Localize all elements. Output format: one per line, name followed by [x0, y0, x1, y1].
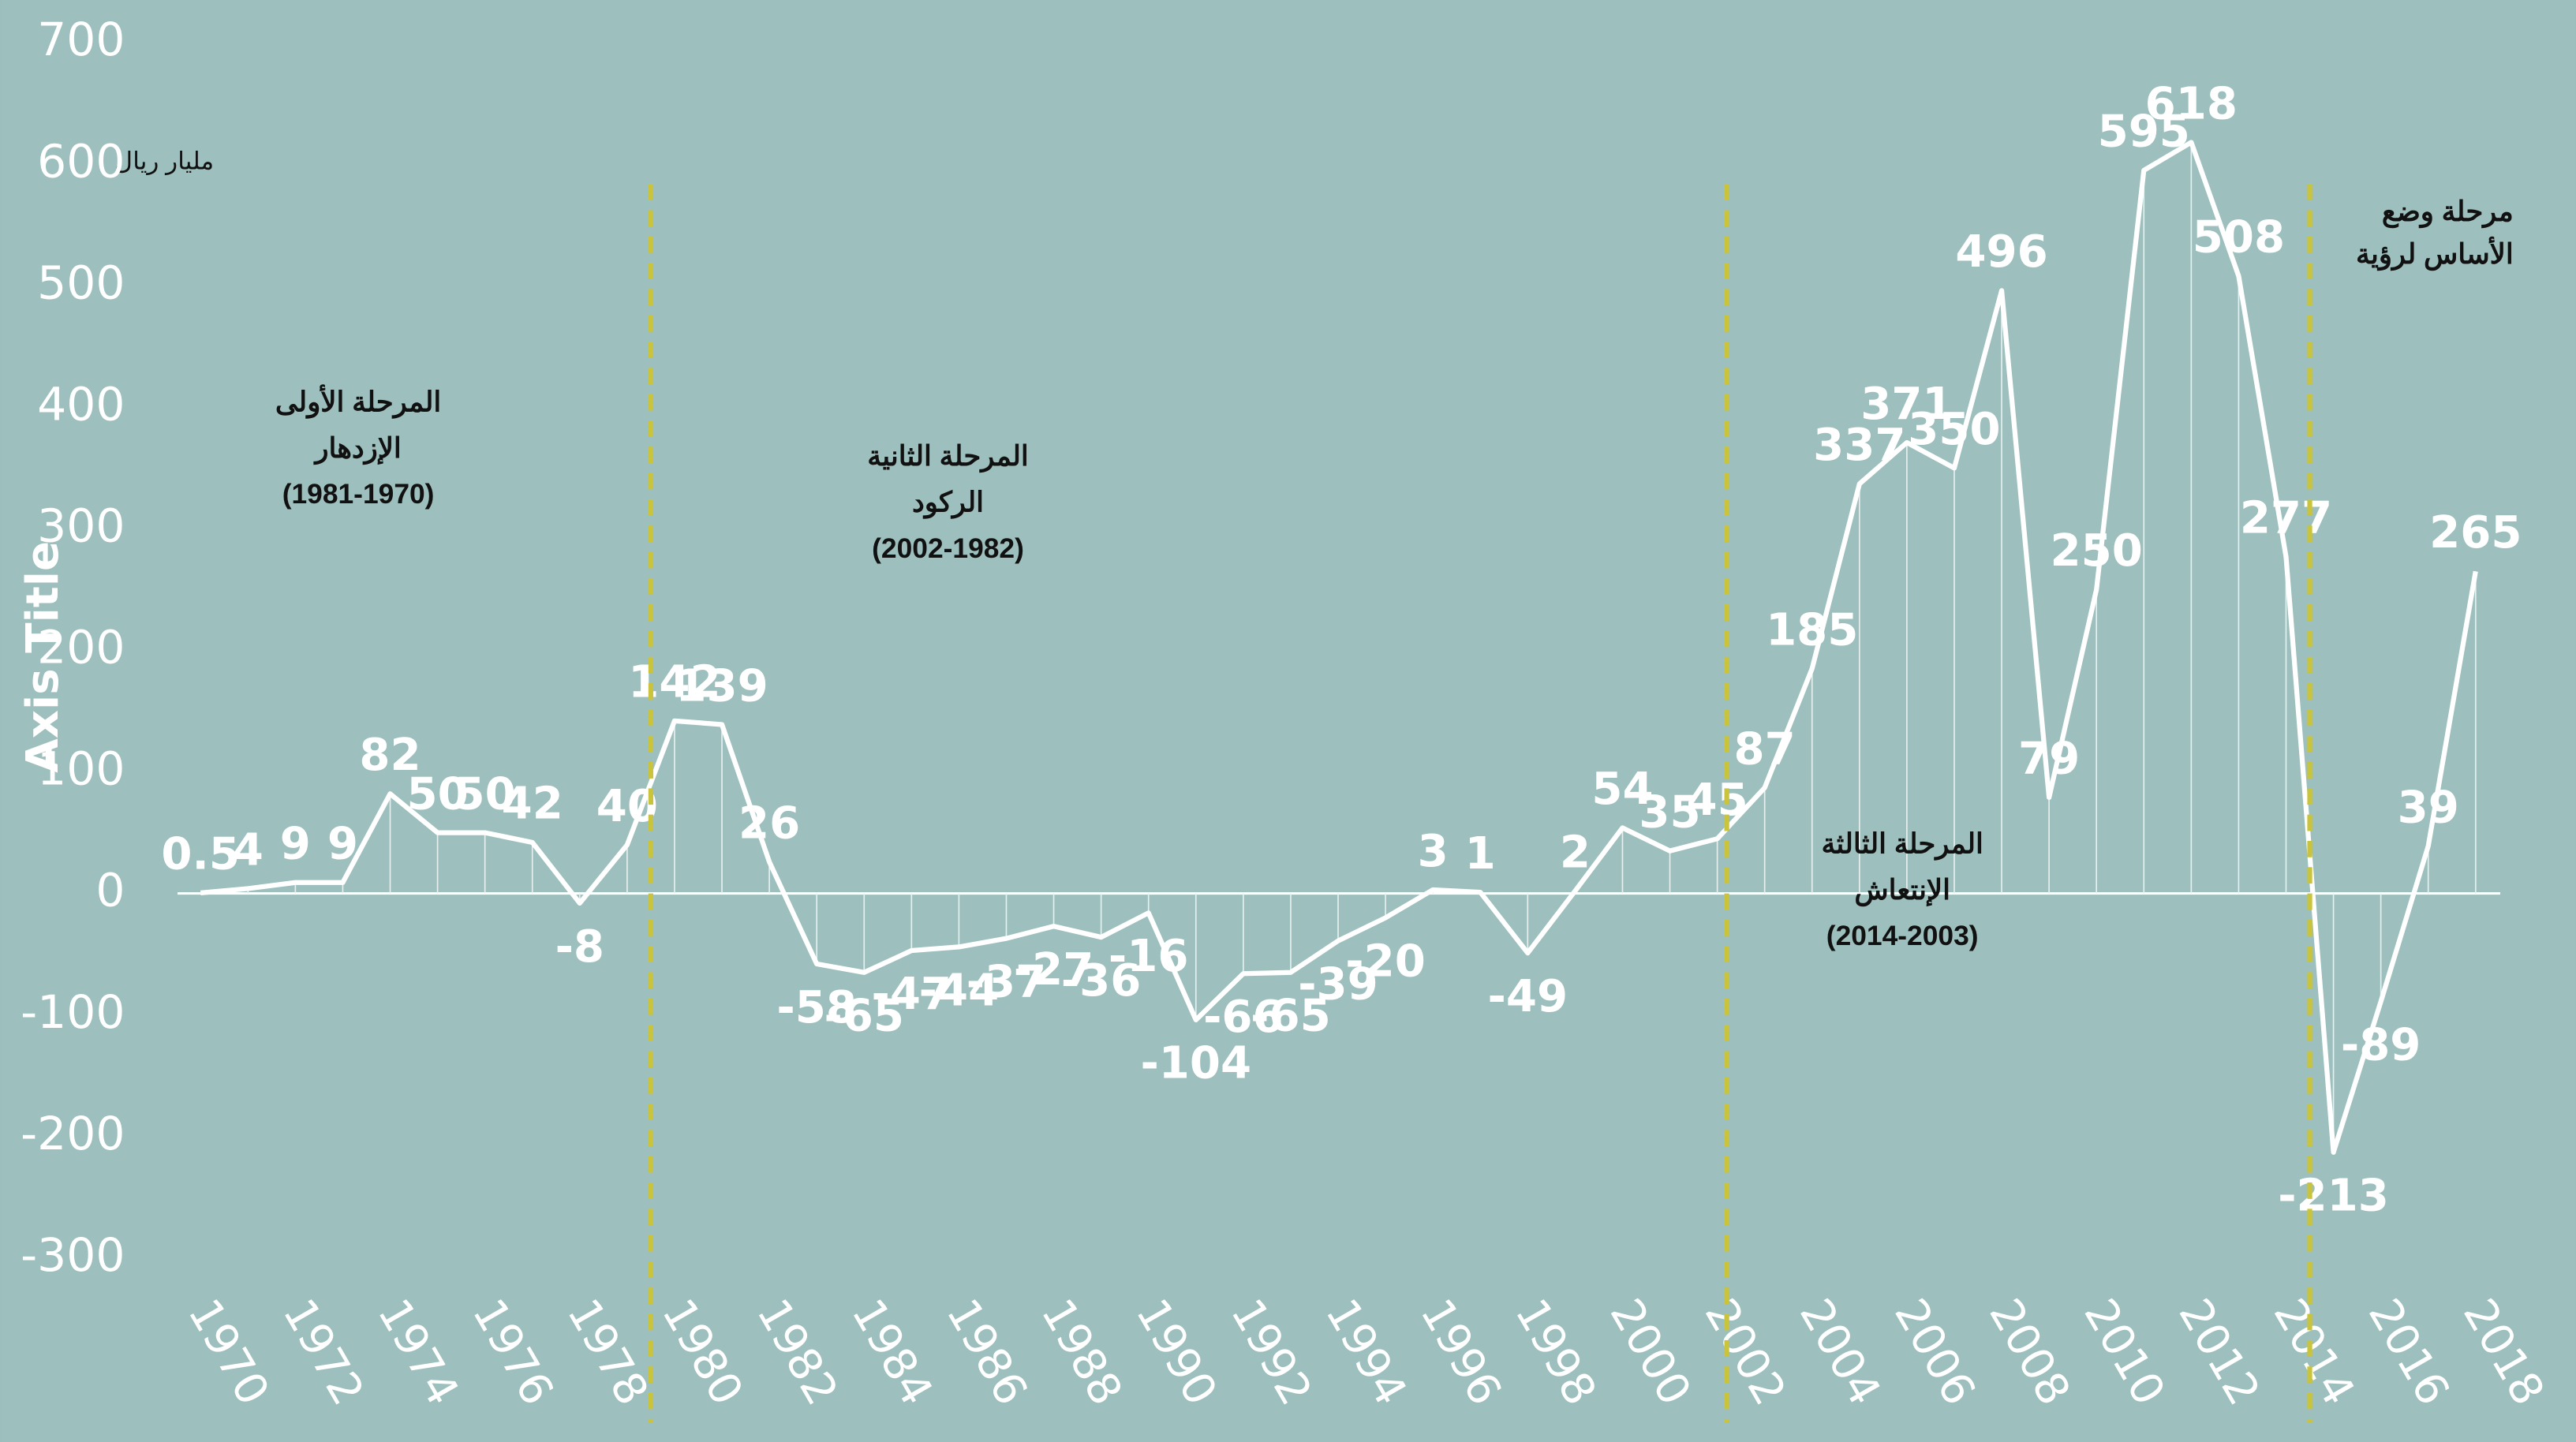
- data-label: 2: [1560, 827, 1591, 878]
- data-label: 350: [1908, 404, 2000, 455]
- y-tick-label: 700: [37, 13, 125, 66]
- y-tick-label: 500: [37, 256, 125, 309]
- data-label: 82: [359, 730, 421, 781]
- data-label: 1: [1465, 828, 1496, 880]
- data-label: -58: [776, 982, 857, 1033]
- data-label: -27: [1014, 944, 1094, 996]
- data-label: 139: [675, 660, 768, 712]
- data-label: 87: [1734, 723, 1796, 775]
- data-label: 185: [1766, 604, 1858, 656]
- data-label: 277: [2240, 493, 2332, 544]
- data-label: 42: [502, 779, 563, 830]
- data-label: -47: [872, 969, 952, 1020]
- data-label: 50: [454, 768, 516, 820]
- data-label: -39: [1298, 959, 1378, 1011]
- data-label: 45: [1686, 775, 1748, 826]
- data-label: -66: [1203, 992, 1284, 1043]
- data-label: 337: [1813, 420, 1905, 471]
- data-label: -65: [1251, 991, 1331, 1042]
- data-label: 0.5: [161, 829, 240, 880]
- data-label: 35: [1639, 786, 1700, 838]
- data-label: -8: [555, 921, 604, 973]
- data-label: 4: [233, 824, 264, 876]
- data-label: 142: [628, 657, 720, 708]
- data-label: 54: [1591, 764, 1653, 815]
- data-label: -16: [1109, 931, 1189, 982]
- y-tick-label: 600: [37, 134, 125, 188]
- phase-annotation: (2002-1982): [872, 533, 1024, 564]
- data-label: 40: [596, 781, 658, 832]
- data-label: -20: [1345, 936, 1426, 987]
- y-tick-label: 400: [37, 377, 125, 431]
- data-label: 79: [2018, 734, 2080, 785]
- data-label: 50: [406, 768, 468, 820]
- data-label: 250: [2051, 525, 2143, 577]
- data-label: -37: [966, 957, 1047, 1008]
- data-label: 39: [2398, 782, 2459, 833]
- data-label: 3: [1418, 826, 1449, 877]
- data-label: -89: [2341, 1020, 2421, 1071]
- phase-annotation: (2014-2003): [1826, 921, 1979, 951]
- y-tick-label: 300: [37, 499, 125, 553]
- data-label: 496: [1955, 226, 2047, 278]
- phase-annotation: المرحلة الثانية: [867, 441, 1029, 473]
- data-label: -213: [2278, 1171, 2389, 1222]
- phase-annotation: المرحلة الثالثة: [1821, 829, 1983, 861]
- phase-annotation: الإزدهار: [312, 433, 401, 465]
- data-label: -49: [1488, 971, 1568, 1022]
- y-tick-label: 200: [37, 621, 125, 674]
- data-label: -104: [1140, 1038, 1251, 1089]
- data-label: -36: [1061, 955, 1142, 1007]
- y-tick-label: -300: [21, 1228, 125, 1282]
- data-label: 9: [327, 819, 358, 870]
- data-label: -65: [824, 991, 904, 1042]
- phase-annotation: (1981-1970): [282, 479, 435, 510]
- phase-annotation: الإنتعاش: [1854, 875, 1950, 907]
- y-axis-title: Axis Title: [17, 541, 69, 773]
- phase-annotation: الركود: [912, 488, 984, 520]
- data-label: -44: [919, 965, 1000, 1016]
- phase-annotation: الأساس لرؤية: [2356, 237, 2514, 271]
- y-tick-label: -200: [21, 1107, 125, 1160]
- phase-annotation: المرحلة الأولى: [275, 385, 441, 420]
- data-label: 26: [738, 798, 800, 849]
- data-label: 595: [2098, 106, 2190, 158]
- data-label: 618: [2145, 78, 2238, 129]
- data-label: 9: [280, 819, 311, 870]
- data-label: 371: [1860, 379, 1953, 430]
- y-tick-label: -100: [21, 985, 125, 1039]
- unit-label: مليار ريال: [115, 147, 215, 175]
- y-tick-label: 0: [95, 864, 125, 917]
- line: [200, 140, 2478, 1155]
- data-label: 265: [2429, 507, 2522, 558]
- phase-annotation: مرحلة وضع: [2382, 196, 2514, 229]
- data-label: 508: [2193, 212, 2285, 263]
- y-tick-label: 100: [37, 742, 125, 796]
